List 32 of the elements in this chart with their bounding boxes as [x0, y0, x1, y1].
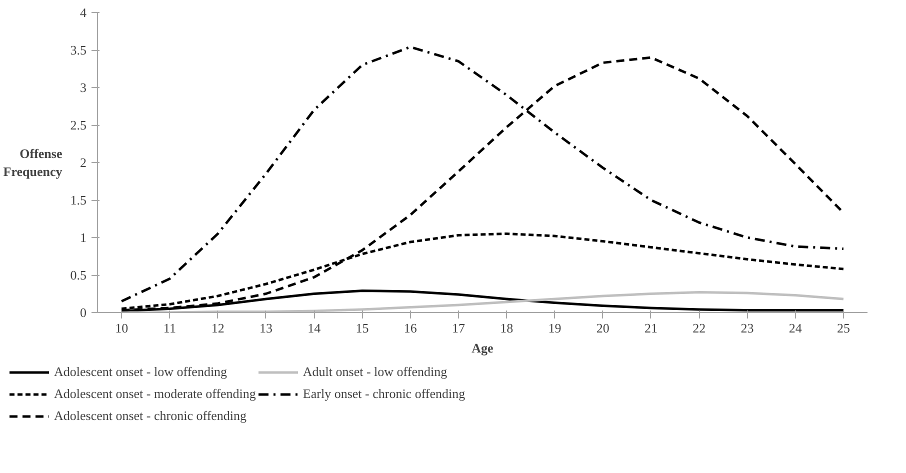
x-tick-label: 16 — [404, 320, 418, 336]
legend-label: Adolescent onset - low offending — [54, 364, 228, 380]
legend-label: Adult onset - low offending — [302, 364, 448, 380]
y-tick-label: 0.5 — [70, 268, 86, 282]
y-tick-label: 1 — [80, 230, 86, 245]
x-tick-label: 23 — [740, 320, 754, 336]
y-tick-label: 3 — [80, 80, 86, 95]
y-tick-label: 0 — [80, 305, 86, 320]
x-tick-label: 22 — [692, 320, 706, 336]
x-axis-title: Age — [472, 340, 494, 356]
x-tick-label: 13 — [259, 320, 272, 336]
y-axis-title: Offense Frequency — [3, 146, 63, 179]
x-tick-label: 14 — [308, 320, 322, 336]
x-tick-label: 17 — [452, 320, 466, 336]
legend-label: Early onset - chronic offending — [302, 386, 466, 402]
y-tick-label: 4 — [80, 5, 87, 20]
y-tick-label: 1.5 — [70, 192, 86, 208]
y-tick-label: 2 — [80, 155, 86, 170]
legend-label: Adolescent onset - moderate offending — [54, 386, 256, 402]
x-tick-label: 12 — [211, 320, 224, 336]
x-tick-label: 10 — [115, 320, 128, 336]
x-tick-label: 21 — [644, 320, 658, 336]
y-tick-label: 2.5 — [70, 118, 86, 132]
x-tick-label: 18 — [500, 320, 514, 336]
x-tick-label: 25 — [836, 320, 850, 336]
x-tick-label: 11 — [163, 320, 176, 336]
x-tick-label: 20 — [596, 320, 610, 336]
x-tick-label: 24 — [788, 320, 802, 336]
x-tick-label: 15 — [356, 320, 369, 336]
legend-label: Adolescent onset - chronic offending — [54, 408, 247, 424]
x-tick-label: 19 — [548, 320, 562, 336]
y-tick-label: 3.5 — [70, 42, 86, 58]
